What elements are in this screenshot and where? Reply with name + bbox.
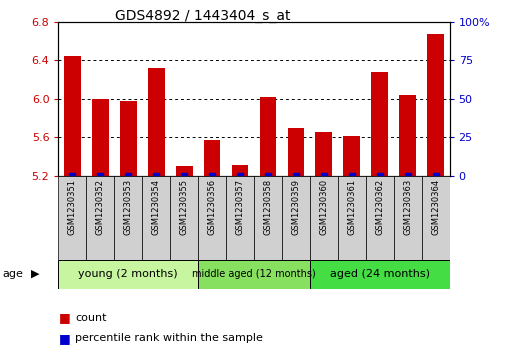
Bar bbox=[422, 176, 450, 260]
Bar bbox=[310, 176, 338, 260]
Text: GSM1230353: GSM1230353 bbox=[124, 179, 133, 235]
Text: ■: ■ bbox=[58, 332, 70, 345]
Point bbox=[403, 173, 411, 179]
Text: GSM1230356: GSM1230356 bbox=[208, 179, 216, 235]
Bar bbox=[148, 68, 165, 176]
Point bbox=[431, 173, 439, 179]
Text: young (2 months): young (2 months) bbox=[78, 269, 178, 279]
Text: ■: ■ bbox=[58, 311, 70, 324]
Point bbox=[292, 173, 300, 179]
Point bbox=[124, 173, 132, 179]
Bar bbox=[86, 176, 114, 260]
Bar bbox=[198, 260, 310, 289]
Bar bbox=[92, 99, 109, 176]
Bar bbox=[315, 132, 332, 176]
Bar bbox=[58, 260, 198, 289]
Text: GSM1230360: GSM1230360 bbox=[320, 179, 328, 235]
Bar bbox=[64, 56, 81, 176]
Bar bbox=[170, 176, 198, 260]
Text: GDS4892 / 1443404_s_at: GDS4892 / 1443404_s_at bbox=[115, 9, 291, 23]
Point bbox=[320, 173, 328, 179]
Bar bbox=[142, 176, 170, 260]
Bar bbox=[288, 128, 304, 176]
Text: age: age bbox=[3, 269, 23, 279]
Point bbox=[68, 173, 76, 179]
Text: GSM1230363: GSM1230363 bbox=[403, 179, 412, 235]
Text: GSM1230357: GSM1230357 bbox=[236, 179, 244, 235]
Bar bbox=[198, 176, 226, 260]
Point bbox=[347, 173, 356, 179]
Point bbox=[152, 173, 160, 179]
Text: GSM1230351: GSM1230351 bbox=[68, 179, 77, 234]
Text: aged (24 months): aged (24 months) bbox=[330, 269, 430, 279]
Bar bbox=[226, 176, 254, 260]
Text: GSM1230359: GSM1230359 bbox=[292, 179, 300, 234]
Text: count: count bbox=[75, 313, 107, 323]
Text: GSM1230352: GSM1230352 bbox=[96, 179, 105, 234]
Bar bbox=[58, 176, 86, 260]
Bar bbox=[254, 176, 282, 260]
Bar bbox=[338, 176, 366, 260]
Bar bbox=[371, 72, 388, 176]
Text: GSM1230358: GSM1230358 bbox=[264, 179, 272, 235]
Bar bbox=[343, 135, 360, 176]
Bar bbox=[204, 140, 220, 176]
Bar bbox=[310, 260, 450, 289]
Point bbox=[180, 173, 188, 179]
Text: GSM1230361: GSM1230361 bbox=[347, 179, 356, 235]
Point bbox=[264, 173, 272, 179]
Bar bbox=[232, 166, 248, 176]
Text: GSM1230355: GSM1230355 bbox=[180, 179, 188, 234]
Text: percentile rank within the sample: percentile rank within the sample bbox=[75, 333, 263, 343]
Bar bbox=[114, 176, 142, 260]
Bar bbox=[427, 34, 444, 176]
Bar bbox=[282, 176, 310, 260]
Text: ▶: ▶ bbox=[30, 269, 39, 279]
Bar bbox=[394, 176, 422, 260]
Text: GSM1230362: GSM1230362 bbox=[375, 179, 384, 235]
Point bbox=[375, 173, 384, 179]
Bar bbox=[120, 101, 137, 176]
Bar bbox=[260, 97, 276, 176]
Text: middle aged (12 months): middle aged (12 months) bbox=[192, 269, 316, 279]
Text: GSM1230354: GSM1230354 bbox=[152, 179, 161, 234]
Point bbox=[96, 173, 104, 179]
Bar bbox=[366, 176, 394, 260]
Point bbox=[236, 173, 244, 179]
Bar bbox=[176, 166, 193, 176]
Point bbox=[208, 173, 216, 179]
Bar bbox=[399, 95, 416, 176]
Text: GSM1230364: GSM1230364 bbox=[431, 179, 440, 235]
